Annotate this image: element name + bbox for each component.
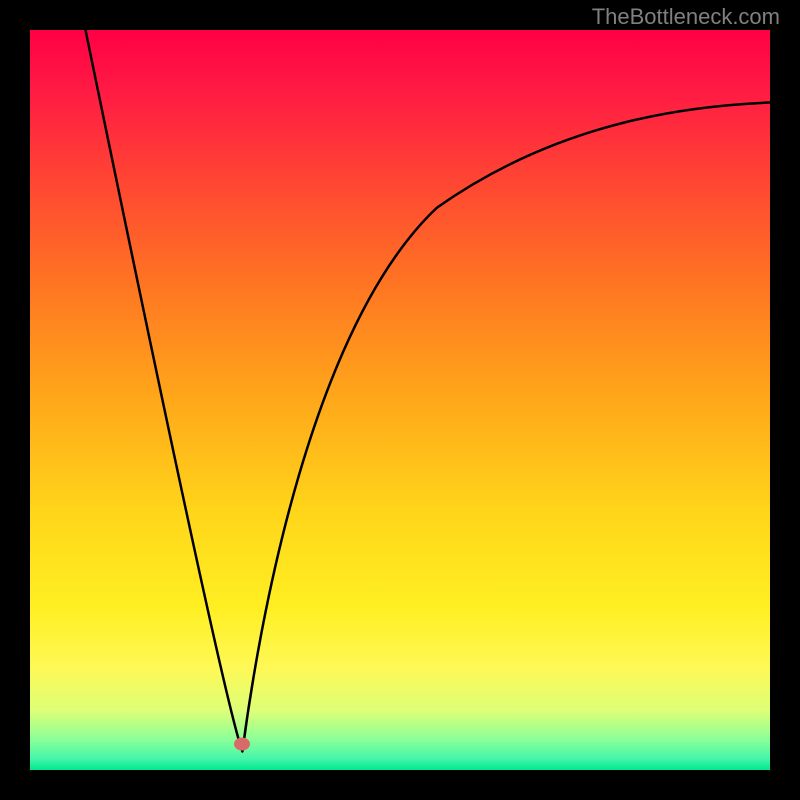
curve-layer [30, 30, 770, 770]
watermark-text: TheBottleneck.com [592, 4, 780, 30]
chart-container: TheBottleneck.com [0, 0, 800, 800]
bottleneck-curve [86, 30, 771, 752]
plot-area [30, 30, 770, 770]
minimum-marker [234, 738, 250, 751]
